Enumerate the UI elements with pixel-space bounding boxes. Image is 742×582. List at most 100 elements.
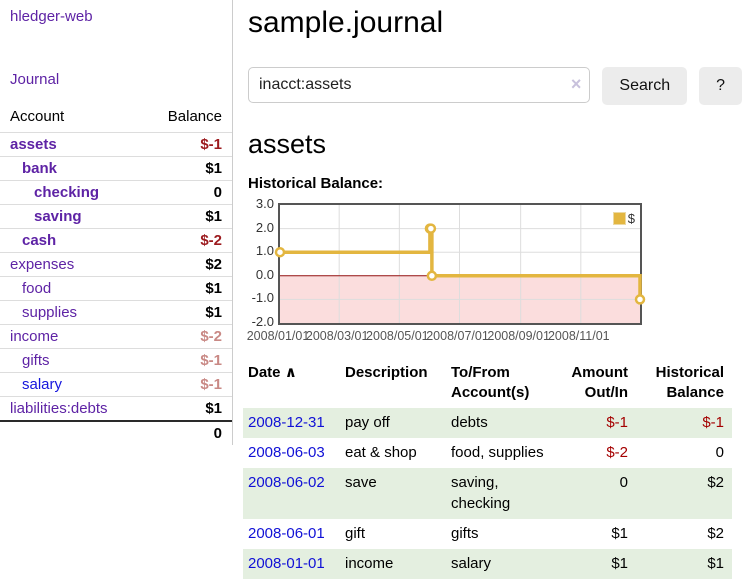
accounts-total-row: 0	[0, 420, 232, 445]
x-axis-tick-label: 2008/11/01	[547, 329, 610, 343]
legend-swatch	[612, 212, 626, 225]
accounts-table: Account Balance assets $-1 bank $1 check…	[0, 104, 232, 445]
account-balance: $-1	[137, 348, 232, 373]
account-balance: $1	[137, 276, 232, 301]
transaction-balance: 0	[715, 443, 724, 461]
chart-canvas	[274, 205, 646, 323]
account-balance: $-1	[137, 372, 232, 397]
search-input[interactable]	[248, 67, 591, 103]
account-balance: 0	[137, 180, 232, 205]
account-row: checking 0	[0, 180, 232, 205]
accounts-column-header: Account	[10, 108, 65, 125]
register-header-date[interactable]: Date ∧	[248, 364, 297, 381]
account-balance: $-2	[137, 324, 232, 349]
y-axis-tick-label: 3.0	[255, 196, 274, 211]
search-form: × Search ?	[248, 67, 742, 105]
account-row: liabilities:debts $1	[0, 396, 232, 421]
register-table: Date ∧ Description To/From Account(s) Am…	[243, 361, 732, 579]
transaction-date-link[interactable]: 2008-06-03	[248, 443, 325, 461]
legend-label: $	[627, 211, 635, 226]
transaction-description: pay off	[345, 413, 390, 431]
account-link[interactable]: cash	[22, 232, 57, 249]
transaction-balance: $1	[707, 554, 724, 572]
account-row: gifts $-1	[0, 348, 232, 373]
register-row: 2008-12-31 pay off debts $-1 $-1	[243, 407, 732, 438]
y-axis-tick-label: -1.0	[251, 290, 274, 306]
x-axis-tick-label: 2008/03/01	[305, 329, 369, 343]
transaction-amount: $-2	[606, 443, 628, 461]
account-link[interactable]: food	[22, 280, 52, 297]
y-axis-tick-label: 2.0	[255, 219, 274, 235]
transaction-amount: $-1	[606, 413, 628, 431]
register-header-balance: Historical Balance	[655, 364, 724, 402]
x-axis-tick-label: 2008/07/01	[426, 329, 489, 343]
y-axis-tick-label: 0.0	[255, 266, 274, 282]
account-link[interactable]: bank	[22, 160, 58, 177]
register-row: 2008-06-03 eat & shop food, supplies $-2…	[243, 438, 732, 468]
y-axis-tick-label: -2.0	[251, 314, 274, 329]
transaction-accounts: debts	[451, 413, 488, 431]
register-header-amount: Amount Out/In	[571, 364, 628, 402]
transaction-date-link[interactable]: 2008-01-01	[248, 554, 325, 572]
transaction-accounts: food, supplies	[451, 443, 544, 461]
account-row: saving $1	[0, 204, 232, 229]
account-link[interactable]: salary	[22, 376, 63, 393]
account-link[interactable]: supplies	[22, 304, 78, 321]
account-link[interactable]: income	[10, 328, 59, 345]
main-content: sample.journal × Search ? assets Histori…	[243, 0, 742, 579]
search-box: ×	[248, 67, 591, 103]
account-balance: $-2	[137, 228, 232, 253]
historical-balance-chart: $ 3.0 2.0 1.0 0.0 -1.0 -2.0 2008/01/01 2008/03/…	[247, 197, 742, 349]
transaction-balance: $2	[707, 524, 724, 542]
transaction-description: save	[345, 473, 377, 491]
chart-title: Historical Balance:	[248, 175, 384, 192]
register-header-description: Description	[345, 364, 428, 381]
sort-ascending-icon: ∧	[284, 364, 297, 381]
x-axis-tick-label: 2008/09/01	[487, 329, 550, 343]
account-row: food $1	[0, 276, 232, 301]
account-row: income $-2	[0, 324, 232, 349]
account-balance: $1	[137, 204, 232, 229]
transaction-amount: $1	[611, 524, 628, 542]
account-link[interactable]: gifts	[22, 352, 50, 369]
account-row: assets $-1	[0, 132, 232, 157]
y-axis-tick-label: 1.0	[255, 243, 274, 259]
transaction-date-link[interactable]: 2008-06-01	[248, 524, 325, 542]
balance-column-header: Balance	[167, 108, 222, 125]
clear-search-icon[interactable]: ×	[570, 74, 582, 94]
app-title-link[interactable]: hledger-web	[10, 8, 93, 25]
account-row: expenses $2	[0, 252, 232, 277]
transaction-description: gift	[345, 524, 366, 542]
chart-legend: $	[612, 211, 635, 226]
help-button[interactable]: ?	[699, 67, 742, 105]
account-link[interactable]: liabilities:debts	[10, 400, 108, 417]
transaction-accounts: salary	[451, 554, 492, 572]
account-link[interactable]: assets	[10, 136, 57, 153]
x-axis-tick-label: 2008/05/01	[366, 329, 429, 343]
search-button[interactable]: Search	[602, 67, 688, 105]
register-header-accounts: To/From Account(s)	[451, 364, 530, 402]
account-balance: $-1	[137, 132, 232, 157]
x-axis-tick-label: 2008/01/01	[246, 329, 310, 343]
transaction-amount: 0	[619, 473, 628, 491]
account-balance: $1	[137, 156, 232, 181]
account-heading: assets	[248, 129, 327, 159]
account-row: bank $1	[0, 156, 232, 181]
account-link[interactable]: saving	[34, 208, 82, 225]
transaction-description: income	[345, 554, 394, 572]
sidebar-item-journal[interactable]: Journal	[10, 71, 60, 88]
transaction-balance: $2	[707, 473, 724, 491]
register-row: 2008-01-01 income salary $1 $1	[243, 548, 732, 579]
register-row: 2008-06-02 save saving, checking 0 $2	[243, 467, 732, 519]
account-row: cash $-2	[0, 228, 232, 253]
transaction-amount: $1	[611, 554, 628, 572]
register-row: 2008-06-01 gift gifts $1 $2	[243, 519, 732, 549]
transaction-date-link[interactable]: 2008-06-02	[248, 473, 325, 491]
account-balance: $2	[137, 252, 232, 277]
page-title: sample.journal	[248, 6, 444, 39]
transaction-accounts: gifts	[451, 524, 479, 542]
transaction-description: eat & shop	[345, 443, 417, 461]
account-link[interactable]: checking	[34, 184, 100, 201]
account-link[interactable]: expenses	[10, 256, 75, 273]
transaction-date-link[interactable]: 2008-12-31	[248, 413, 325, 431]
